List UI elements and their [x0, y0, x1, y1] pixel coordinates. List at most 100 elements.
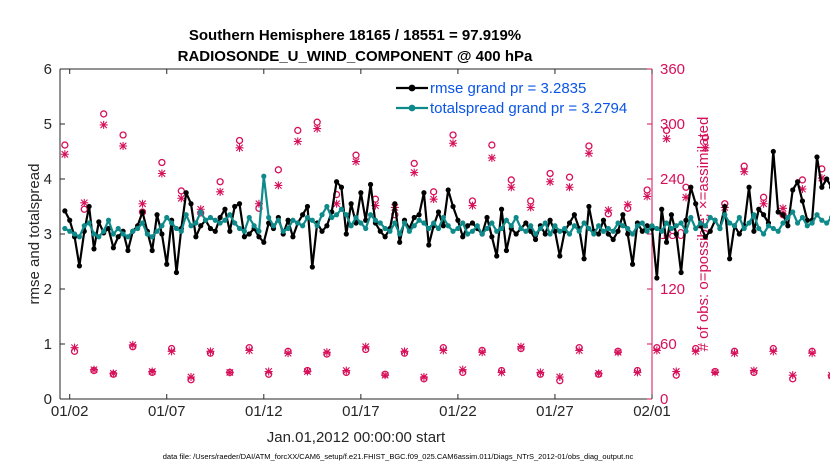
rmse-point — [154, 212, 160, 218]
rmse-point — [67, 217, 73, 223]
rmse-point — [756, 206, 762, 212]
totalspread-point — [727, 220, 733, 226]
rmse-point — [236, 201, 243, 207]
totalspread-point — [644, 228, 650, 234]
x-tick-label: 01/12 — [245, 403, 283, 420]
rmse-point — [241, 234, 247, 240]
totalspread-point — [756, 225, 762, 232]
rmse-point — [285, 217, 291, 223]
assimilated-marker — [701, 143, 710, 152]
totalspread-point — [707, 214, 713, 221]
totalspread-point — [285, 225, 291, 232]
rmse-point — [639, 228, 645, 234]
rmse-point — [324, 223, 330, 229]
totalspread-point — [86, 220, 92, 226]
totalspread-point — [329, 214, 335, 221]
totalspread-point — [125, 234, 131, 240]
rmse-point — [663, 239, 670, 245]
totalspread-point — [435, 225, 442, 232]
rmse-point — [688, 184, 694, 190]
assimilated-marker — [711, 368, 720, 377]
rmse-point — [392, 201, 398, 207]
rmse-point — [343, 231, 349, 237]
totalspread-point — [212, 217, 218, 223]
totalspread-point — [469, 228, 476, 234]
possible-marker — [701, 134, 710, 142]
possible-marker — [643, 186, 651, 194]
totalspread-point — [790, 209, 796, 215]
assimilated-marker — [225, 368, 234, 377]
y-tick-label: 6 — [44, 61, 52, 78]
rmse-point — [397, 239, 403, 245]
possible-marker — [119, 131, 127, 139]
totalspread-point — [421, 220, 427, 226]
rmse-point — [363, 217, 369, 223]
rmse-point — [173, 269, 180, 276]
rmse-point — [746, 184, 752, 190]
totalspread-point — [382, 225, 388, 232]
totalspread-point — [401, 220, 408, 226]
rmse-point — [450, 203, 456, 210]
totalspread-point — [528, 223, 534, 229]
x-tick-label: 01/22 — [439, 403, 477, 420]
totalspread-point — [571, 223, 577, 229]
rmse-point — [149, 247, 155, 254]
rmse-point — [513, 231, 519, 237]
totalspread-point — [586, 225, 592, 232]
totalspread-point — [562, 225, 568, 232]
totalspread-point — [232, 220, 238, 226]
rmse-point — [460, 234, 466, 240]
possible-marker — [507, 176, 515, 184]
totalspread-point — [217, 220, 223, 226]
rmse-point — [183, 190, 189, 196]
rmse-point — [673, 231, 679, 237]
totalspread-point — [266, 214, 272, 221]
totalspread-point — [251, 223, 257, 229]
totalspread-point — [751, 212, 757, 218]
assimilated-marker — [216, 187, 225, 196]
assimilated-marker — [187, 373, 196, 381]
assimilated-marker — [691, 347, 700, 356]
totalspread-point — [591, 231, 597, 237]
y-tick-label: 0 — [44, 391, 52, 408]
y-tick-label: 1 — [44, 336, 52, 353]
totalspread-point — [426, 225, 432, 232]
rmse-point — [678, 269, 684, 276]
totalspread-point — [314, 223, 320, 229]
totalspread-point — [149, 234, 155, 240]
possible-marker — [798, 176, 807, 184]
assimilated-marker — [109, 369, 118, 378]
assimilated-marker — [60, 150, 69, 159]
rmse-point — [125, 247, 131, 254]
totalspread-point — [673, 223, 679, 229]
rmse-point — [304, 203, 311, 210]
assimilated-marker — [546, 177, 555, 186]
possible-marker — [235, 136, 244, 145]
assimilated-marker — [516, 342, 525, 351]
assimilated-marker — [769, 347, 778, 356]
possible-marker — [80, 205, 88, 213]
totalspread-point — [304, 214, 311, 221]
totalspread-point — [387, 228, 393, 234]
totalspread-point — [169, 220, 175, 226]
rmse-point — [319, 228, 325, 234]
totalspread-point — [159, 223, 165, 229]
assimilated-marker — [206, 347, 215, 356]
totalspread-point — [649, 223, 655, 229]
rmse-point — [581, 256, 587, 262]
rmse-point — [659, 206, 665, 212]
rmse-point — [290, 234, 296, 240]
totalspread-point — [309, 217, 315, 223]
totalspread-point — [324, 203, 330, 210]
totalspread-point — [581, 220, 587, 226]
totalspread-point — [809, 220, 815, 226]
totalspread-point — [105, 217, 112, 223]
possible-marker — [100, 110, 108, 118]
totalspread-point — [411, 223, 417, 229]
x-tick-label: 02/01 — [633, 403, 671, 420]
totalspread-point — [799, 214, 806, 221]
rmse-point — [824, 176, 830, 182]
totalspread-point — [290, 217, 296, 223]
data-file-footnote: data file: /Users/raeder/DAI/ATM_forcXX/… — [163, 452, 634, 461]
y-right-tick-label: 240 — [660, 171, 685, 188]
